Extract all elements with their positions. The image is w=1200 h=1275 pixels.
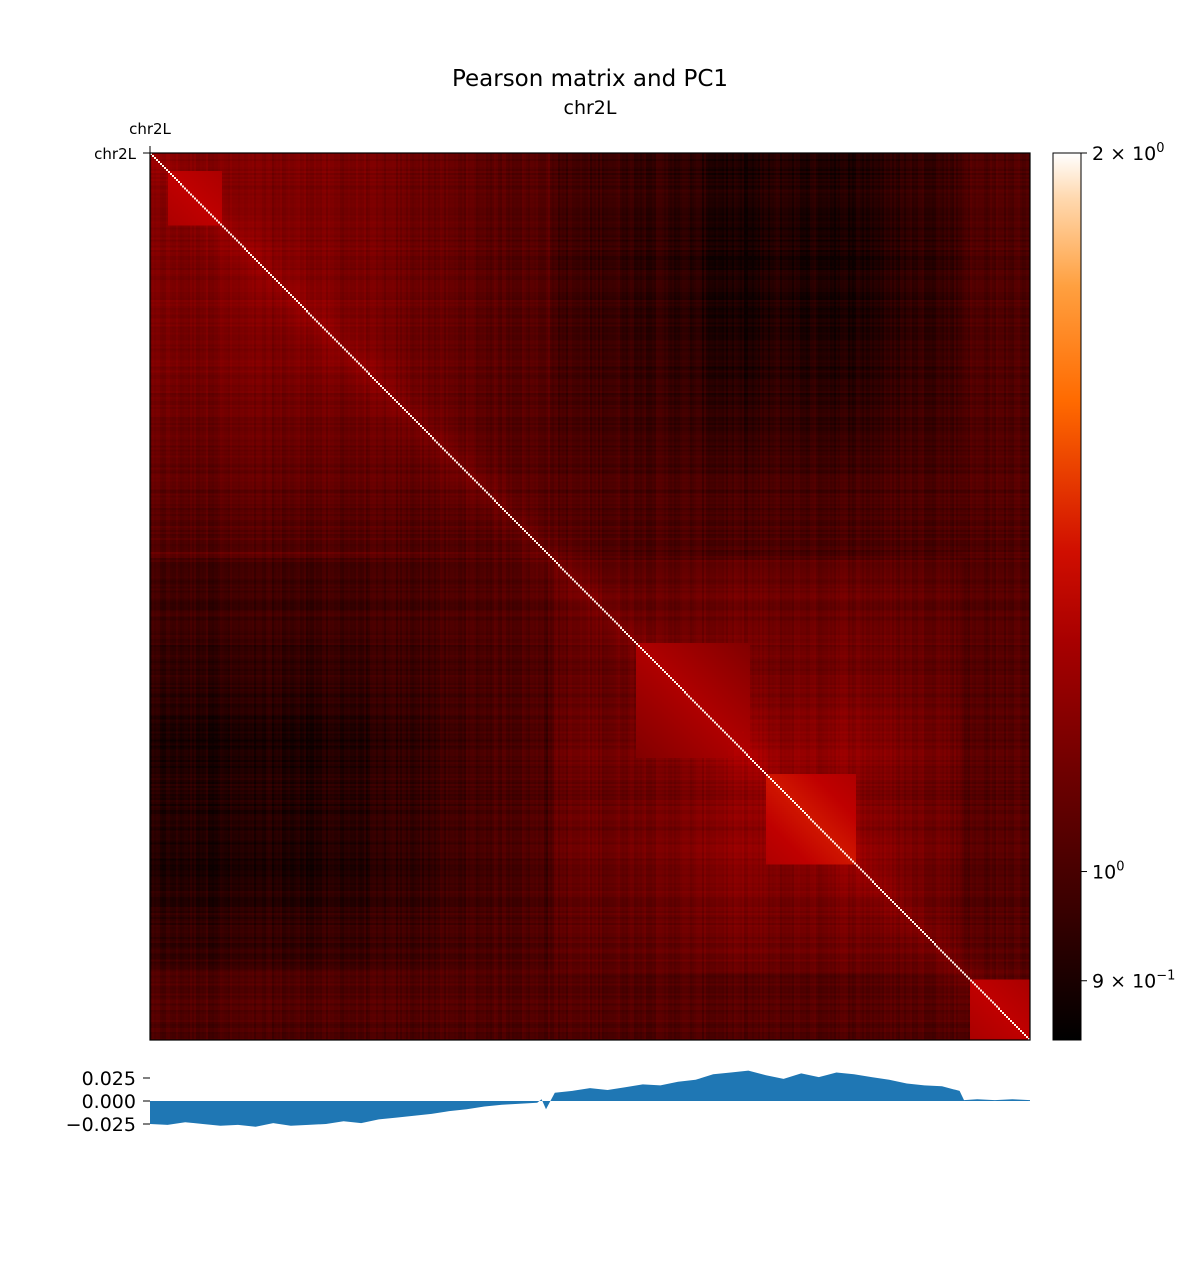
chart-subtitle: chr2L: [564, 97, 617, 119]
colorbar-gradient: [1052, 152, 1082, 1041]
colorbar-tick-label: 2 × 100: [1092, 141, 1165, 165]
colorbar-tick-label: 100: [1092, 860, 1124, 884]
pc1-area: [150, 1070, 1030, 1127]
heatmap: [149, 152, 1031, 1041]
left-chrom-label: chr2L: [94, 145, 136, 163]
colorbar: 2 × 100 100 9 × 10−1: [1052, 141, 1175, 1041]
heatmap-frame: [149, 152, 1031, 1041]
pc1-tick-label: −0.025: [66, 1114, 136, 1136]
pc1-tick-label: 0.025: [82, 1068, 136, 1090]
colorbar-tick-label: 9 × 10−1: [1092, 969, 1175, 993]
chart-title: Pearson matrix and PC1: [452, 66, 728, 92]
top-chrom-label: chr2L: [129, 120, 171, 138]
heatmap-canvas: [150, 153, 1030, 1040]
pc1-tick-label: 0.000: [82, 1091, 136, 1113]
colorbar-ticks: 2 × 100 100 9 × 10−1: [1081, 141, 1175, 993]
